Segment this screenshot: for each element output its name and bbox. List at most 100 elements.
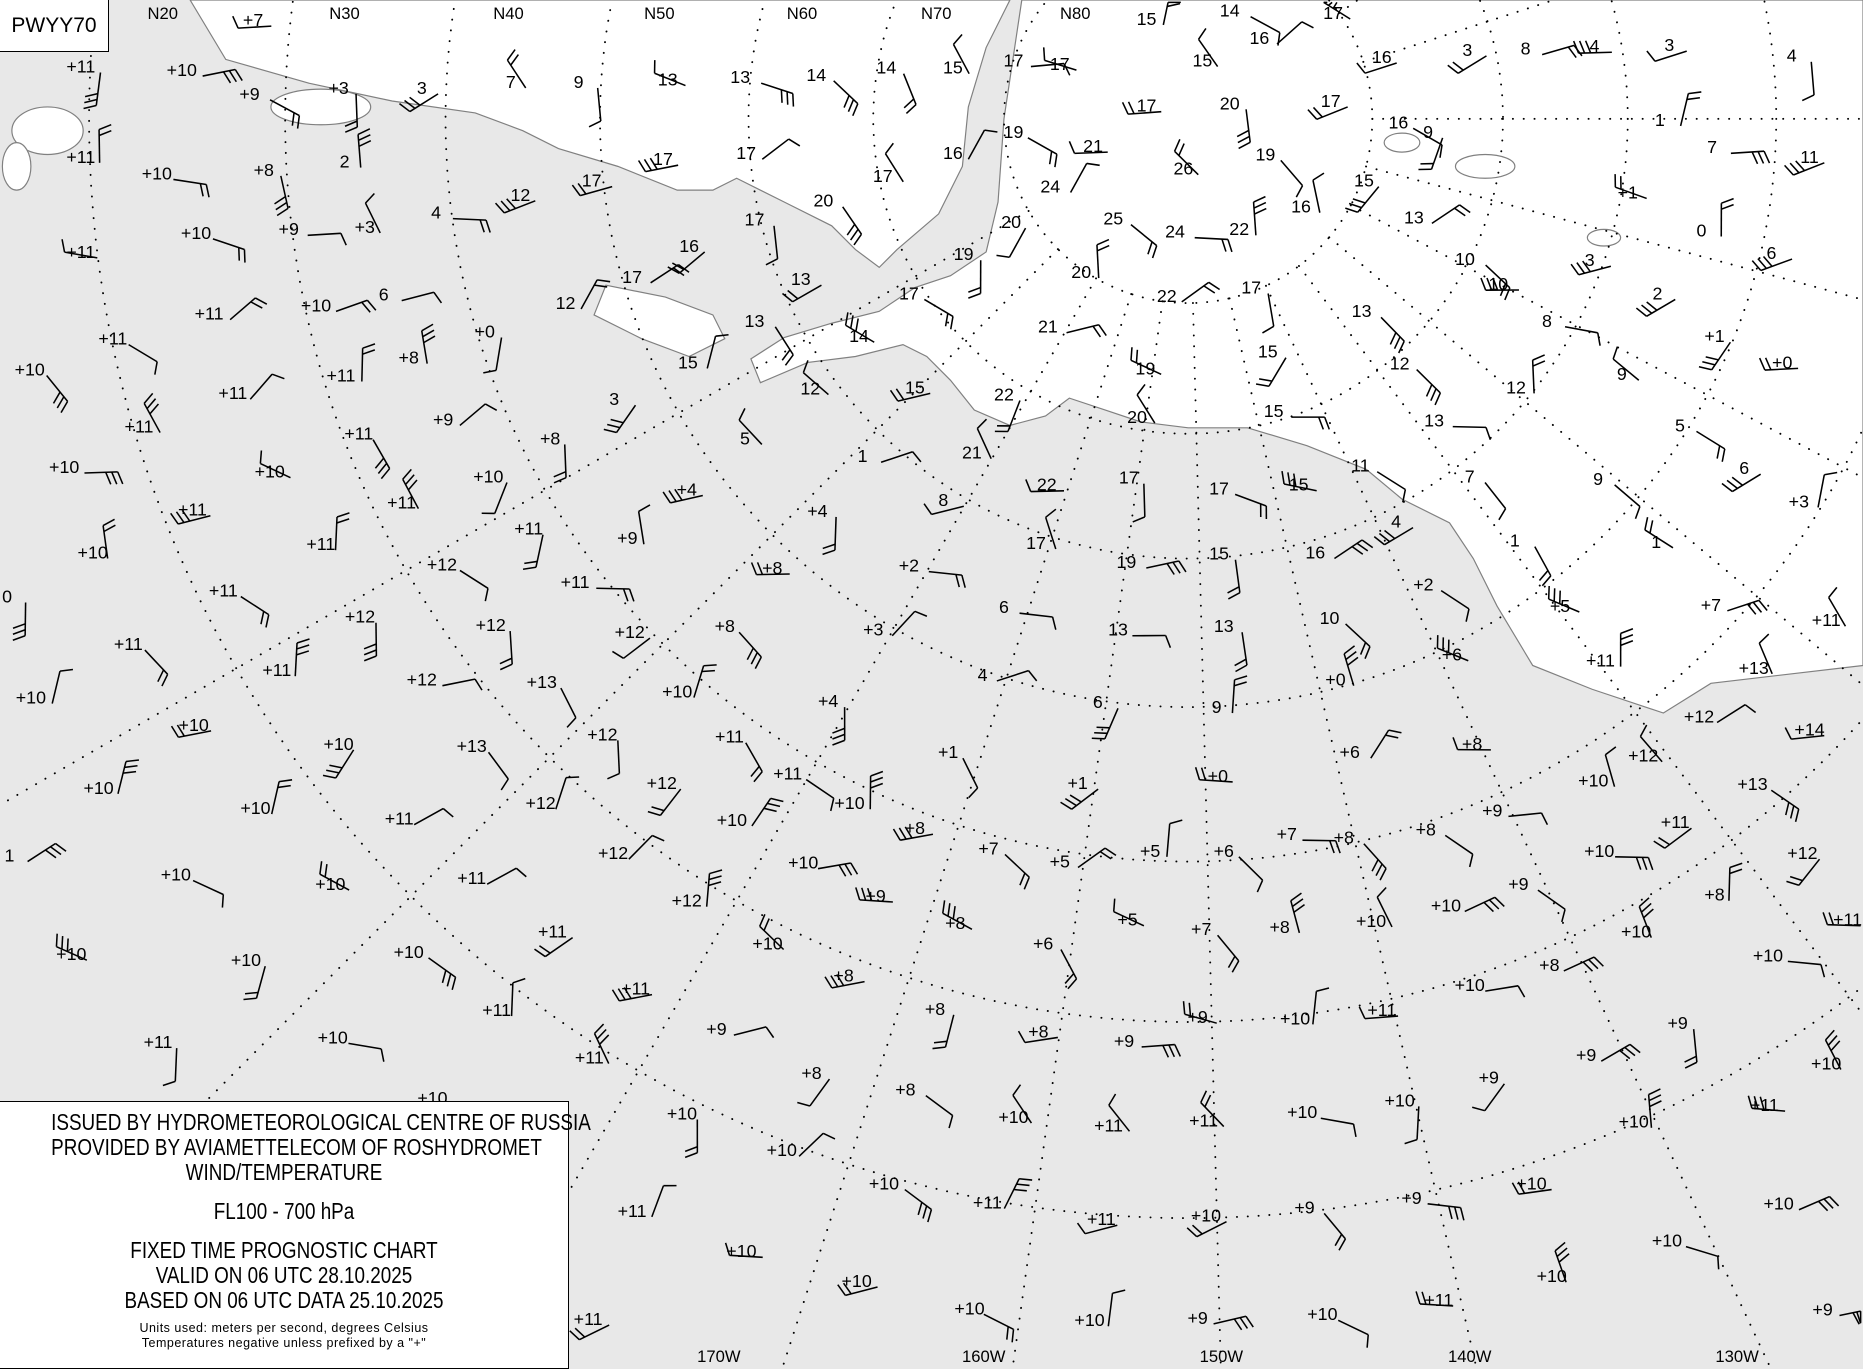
wind-barb-feather	[222, 71, 232, 84]
wind-barb	[761, 138, 801, 160]
wind-barb	[837, 1282, 878, 1297]
wind-barb	[170, 509, 211, 525]
wind-barb-staff	[880, 451, 913, 464]
wind-barb-staff	[615, 404, 637, 433]
wind-barb	[1281, 471, 1317, 492]
temperature-label: +10	[1191, 1206, 1221, 1226]
temperature-label: +11	[1661, 812, 1690, 832]
wind-barb-feather	[451, 977, 457, 991]
wind-barb-staff	[128, 343, 158, 363]
wind-barb	[1471, 1083, 1506, 1112]
wind-barb-staff	[307, 232, 341, 237]
wind-barb	[738, 408, 763, 445]
wind-barb-feather	[221, 894, 225, 908]
wind-barb-feather	[243, 997, 257, 1001]
wind-barb-feather	[1178, 560, 1187, 573]
wind-barb-staff	[1758, 642, 1773, 675]
wind-barb	[1025, 479, 1065, 493]
wind-barb	[522, 534, 544, 571]
temperature-label: 15	[1192, 50, 1212, 70]
wind-barb-feather	[984, 129, 998, 133]
wind-barb-feather	[1758, 633, 1770, 644]
wind-barb-feather	[672, 262, 685, 271]
wind-barb-feather	[44, 849, 57, 859]
wind-barb	[319, 861, 350, 891]
wind-barb-feather	[927, 1209, 933, 1223]
wind-barb	[1485, 985, 1526, 998]
wind-barb-feather	[1726, 479, 1738, 490]
wind-barb-staff	[560, 687, 577, 719]
wind-barb-feather	[1231, 960, 1240, 973]
wind-barb-staff	[1412, 127, 1443, 146]
wind-barb	[1320, 1117, 1357, 1138]
wind-barb	[705, 869, 723, 907]
wind-barb	[1547, 585, 1580, 613]
wind-barb-staff	[952, 43, 970, 75]
wind-barb-feather	[1828, 586, 1838, 599]
wind-barb-feather	[1221, 238, 1227, 252]
wind-barb	[994, 400, 1021, 433]
wind-barb-staff	[944, 1014, 955, 1048]
wind-barb-staff	[1030, 490, 1065, 493]
wind-barb-staff	[1276, 21, 1303, 45]
wind-barb-feather	[296, 115, 301, 129]
wind-barb-feather	[1644, 517, 1649, 531]
island	[11, 106, 84, 156]
wind-barb-staff	[238, 25, 272, 29]
wind-barb-feather	[849, 228, 859, 241]
temperature-label: +10	[726, 1241, 756, 1261]
wind-barb	[357, 128, 372, 168]
latitude-label: N50	[644, 4, 674, 23]
wind-barb-feather	[1364, 646, 1371, 659]
wind-barb	[902, 73, 917, 114]
wind-barb	[1839, 1310, 1862, 1325]
temperature-label: +11	[114, 634, 143, 654]
wind-barb	[1720, 197, 1734, 237]
temperature-label: 12	[1390, 354, 1410, 374]
wind-barb-feather	[765, 258, 778, 266]
wind-barb-feather	[1388, 729, 1402, 734]
wind-barb-staff	[1716, 704, 1746, 724]
temperature-label: 20	[813, 191, 833, 211]
temperature-label: +10	[834, 793, 864, 813]
wind-barb	[1345, 186, 1380, 214]
wind-barb-staff	[1484, 1083, 1506, 1112]
wind-barb-feather	[1151, 245, 1158, 259]
wind-barb-feather	[500, 200, 511, 212]
wind-barb-staff	[335, 299, 368, 313]
wind-barb-feather	[499, 663, 513, 671]
wind-barb-feather	[1648, 1088, 1661, 1096]
wind-barb-feather	[1356, 62, 1366, 74]
longitude-label: 160W	[962, 1347, 1006, 1366]
wind-barb	[442, 678, 483, 691]
wind-barb-feather	[1789, 162, 1800, 174]
temperature-label: +10	[1619, 1112, 1649, 1132]
wind-barb-feather	[1758, 599, 1768, 612]
wind-barb-feather	[1425, 384, 1433, 397]
provider-line: PROVIDED BY AVIAMETTELECOM OF ROSHYDROME…	[51, 1134, 542, 1160]
wind-barb-feather	[1643, 908, 1654, 919]
wind-barb-feather	[822, 1132, 836, 1140]
wind-barb	[855, 887, 893, 903]
temperature-label: 16	[943, 143, 963, 163]
wind-barb-feather	[837, 1284, 846, 1296]
wind-barb-feather	[1447, 64, 1459, 74]
wind-barb	[1827, 586, 1847, 627]
temperature-label: 17	[1119, 468, 1139, 488]
wind-barb-feather	[949, 316, 954, 330]
wind-barb-feather	[1747, 1095, 1753, 1109]
temperature-label: 1	[858, 446, 868, 466]
temperature-label: +9	[1576, 1045, 1596, 1065]
wind-barb-feather	[855, 318, 859, 332]
wind-barb-staff	[348, 1042, 382, 1050]
wind-barb	[1747, 1095, 1786, 1112]
wind-barb-feather	[1378, 532, 1391, 543]
wind-barb-staff	[487, 751, 509, 780]
wind-barb-feather	[1204, 1094, 1212, 1108]
landmass	[593, 284, 726, 358]
temperature-label: 10	[1320, 608, 1340, 628]
temperature-label: +6	[1442, 645, 1462, 665]
wind-barb-feather	[1233, 1318, 1243, 1331]
wind-barb-feather	[122, 770, 137, 774]
wind-barb-feather	[506, 49, 516, 61]
